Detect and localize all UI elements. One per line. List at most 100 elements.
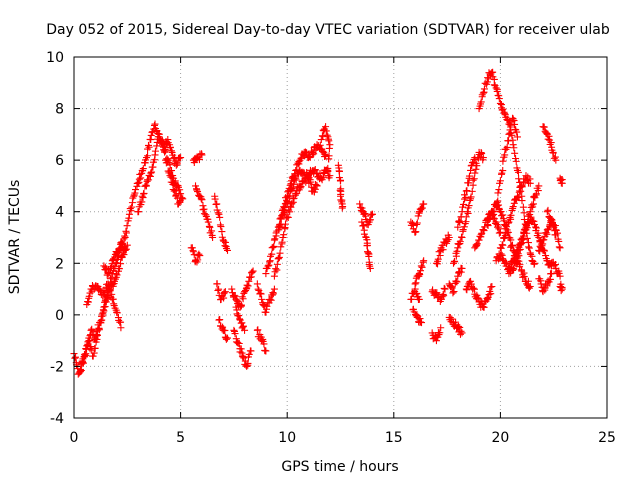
data-point	[514, 168, 522, 176]
data-point	[179, 195, 187, 203]
data-point	[273, 260, 281, 268]
data-point	[556, 244, 564, 252]
data-point	[235, 340, 243, 348]
data-point	[215, 285, 223, 293]
data-point	[76, 368, 84, 376]
data-point	[265, 261, 273, 269]
data-point	[413, 221, 421, 229]
data-point	[454, 272, 462, 280]
data-point	[316, 141, 324, 149]
trace-segment	[232, 303, 249, 334]
data-point	[499, 167, 507, 175]
data-point	[106, 285, 114, 293]
data-point	[325, 144, 333, 152]
data-point	[269, 290, 277, 298]
data-point	[241, 326, 249, 334]
data-point	[542, 229, 550, 237]
x-tick-label: 20	[491, 430, 509, 446]
data-point	[79, 359, 87, 367]
data-point	[455, 218, 463, 226]
trace-segment	[428, 324, 445, 345]
data-point	[230, 326, 238, 334]
data-point	[131, 189, 139, 197]
data-point	[458, 329, 466, 337]
trace-segment	[556, 174, 566, 187]
data-point	[535, 182, 543, 190]
data-point	[504, 137, 512, 145]
data-point	[498, 241, 506, 249]
data-point	[254, 285, 262, 293]
data-point	[496, 99, 504, 107]
data-point	[127, 207, 135, 215]
data-point	[526, 179, 534, 187]
data-point	[483, 294, 491, 302]
data-point	[552, 231, 560, 239]
data-point	[556, 272, 564, 280]
data-point	[507, 211, 515, 219]
data-point	[117, 260, 125, 268]
data-point	[86, 337, 94, 345]
data-point	[523, 224, 531, 232]
data-point	[290, 194, 298, 202]
data-point	[463, 187, 471, 195]
data-point	[479, 303, 487, 311]
data-point	[147, 169, 155, 177]
data-point	[469, 284, 477, 292]
data-point	[439, 246, 447, 254]
data-point	[145, 143, 153, 151]
data-point	[458, 264, 466, 272]
data-point	[132, 186, 140, 194]
data-point	[437, 324, 445, 332]
data-point	[91, 344, 99, 352]
axis-ticks: 0 5 10 15 20 25 -4 -2 0 2 4 6 8 10	[46, 50, 616, 446]
data-point	[262, 347, 270, 355]
data-point	[477, 98, 485, 106]
trace-segment	[445, 264, 466, 297]
trace-segment	[134, 130, 185, 216]
data-point	[514, 193, 522, 201]
data-point	[246, 274, 254, 282]
data-point	[211, 195, 219, 203]
data-point	[90, 349, 98, 357]
trace-segment	[556, 280, 566, 295]
data-point	[125, 210, 133, 218]
data-point	[513, 133, 521, 141]
data-point	[457, 268, 465, 276]
data-point	[544, 206, 552, 214]
data-point	[280, 231, 288, 239]
data-point	[135, 208, 143, 216]
trace-segment	[492, 182, 543, 274]
data-point	[502, 259, 510, 267]
data-point	[485, 215, 493, 223]
data-point	[416, 271, 424, 279]
data-point	[525, 284, 533, 292]
data-point	[472, 165, 480, 173]
trace-segment	[215, 316, 232, 343]
data-point	[448, 315, 456, 323]
y-tick-label: -4	[50, 411, 64, 427]
data-point	[102, 298, 110, 306]
data-point	[245, 350, 253, 358]
data-point	[446, 314, 454, 322]
trace-segment	[432, 231, 453, 268]
data-point	[504, 116, 512, 124]
data-point	[233, 310, 241, 318]
data-point	[287, 203, 295, 211]
data-point	[275, 226, 283, 234]
trace-segment	[189, 150, 206, 167]
data-point	[260, 301, 268, 309]
data-point	[264, 262, 272, 270]
data-point	[479, 154, 487, 162]
data-point	[247, 347, 255, 355]
data-point	[452, 252, 460, 260]
data-point	[233, 338, 241, 346]
trace-segment	[543, 206, 560, 239]
data-point	[339, 203, 347, 211]
data-point	[323, 131, 331, 139]
data-point	[523, 176, 531, 184]
data-point	[155, 130, 163, 138]
trace-segment	[548, 258, 564, 280]
trace-segment	[187, 244, 204, 266]
data-point	[420, 257, 428, 265]
trace-segment	[407, 200, 428, 236]
